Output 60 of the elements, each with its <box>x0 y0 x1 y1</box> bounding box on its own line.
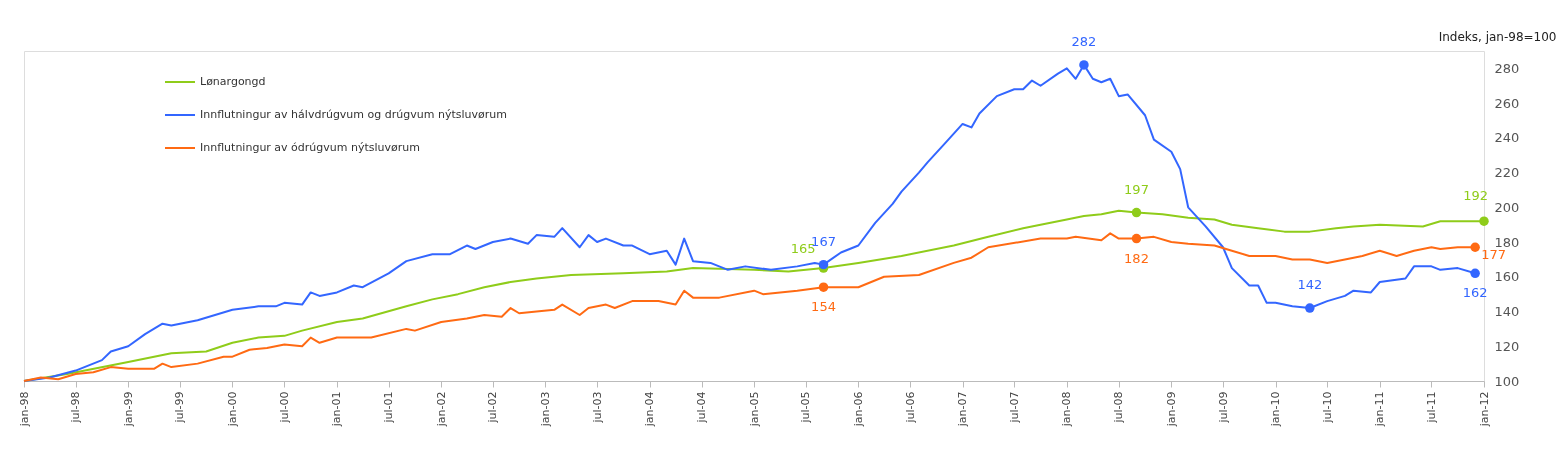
x-tick-label: jul-03 <box>590 391 604 424</box>
x-tick-label: jul-07 <box>1007 391 1021 424</box>
x-tick-label: jan-03 <box>538 391 552 428</box>
x-tick-label: jan-04 <box>643 391 657 428</box>
legend-label: Innflutningur av ódrúgvum nýtsluvørum <box>200 141 421 154</box>
x-tick-label: jul-02 <box>486 391 500 424</box>
data-label: 177 <box>1481 247 1506 263</box>
x-tick-label: jul-11 <box>1424 391 1438 424</box>
x-tick-label: jan-07 <box>956 391 970 428</box>
x-tick-label: jan-11 <box>1373 391 1387 428</box>
x-tick-label: jul-99 <box>173 391 187 424</box>
point <box>1470 242 1480 252</box>
x-tick-label: jul-09 <box>1216 391 1230 424</box>
point <box>1131 207 1142 218</box>
data-label: 154 <box>811 299 836 315</box>
x-tick-label: jul-10 <box>1320 391 1334 424</box>
x-tick-label: jan-99 <box>121 391 135 428</box>
data-label: 142 <box>1297 277 1323 293</box>
x-tick-label: jan-10 <box>1269 391 1283 428</box>
x-tick-label: jul-00 <box>277 391 291 424</box>
point <box>1079 60 1089 70</box>
x-tick-label: jan-02 <box>434 391 448 428</box>
y-tick-label: 180 <box>1494 234 1520 250</box>
x-tick-label: jan-00 <box>225 391 239 428</box>
x-tick-label: jan-06 <box>851 391 865 428</box>
data-label: 162 <box>1462 285 1488 301</box>
y-tick-label: 140 <box>1494 304 1520 320</box>
x-tick-label: jul-05 <box>799 391 813 424</box>
x-tick-label: jul-01 <box>382 391 396 424</box>
x-tick-label: jan-98 <box>17 391 31 428</box>
y-tick-label: 120 <box>1494 338 1520 354</box>
x-tick-label: jul-98 <box>69 391 83 424</box>
y-tick-label: 220 <box>1494 165 1520 181</box>
point <box>1470 268 1480 279</box>
x-tick-label: jan-12 <box>1477 391 1491 428</box>
point <box>818 282 829 292</box>
y-tick-label: 160 <box>1494 269 1520 285</box>
point <box>1305 303 1315 313</box>
data-label: 192 <box>1463 188 1488 204</box>
y-axis-title: Indeks, jan-98=100 <box>1438 29 1557 44</box>
point <box>818 259 829 270</box>
y-tick-label: 240 <box>1494 130 1520 146</box>
data-label: 282 <box>1071 33 1097 49</box>
x-tick-label: jul-08 <box>1112 391 1126 424</box>
legend-label: Innflutningur av hálvdrúgvum og drúgvum nýtsluvørum <box>200 108 507 121</box>
x-tick-label: jan-09 <box>1164 391 1178 428</box>
legend-label: Lønargongd <box>200 75 266 88</box>
x-tick-label: jan-08 <box>1060 391 1074 428</box>
x-tick-label: jan-01 <box>330 391 344 428</box>
point <box>1479 216 1489 226</box>
y-tick-label: 280 <box>1494 60 1520 76</box>
point <box>1131 233 1142 244</box>
data-label: 197 <box>1124 181 1149 197</box>
y-tick-label: 100 <box>1494 373 1520 389</box>
y-tick-label: 260 <box>1494 95 1520 111</box>
x-tick-label: jan-05 <box>747 391 761 428</box>
x-tick-label: jul-04 <box>695 391 709 424</box>
data-label: 182 <box>1124 250 1149 266</box>
x-tick-label: jul-06 <box>903 391 917 424</box>
y-tick-label: 200 <box>1494 199 1520 215</box>
